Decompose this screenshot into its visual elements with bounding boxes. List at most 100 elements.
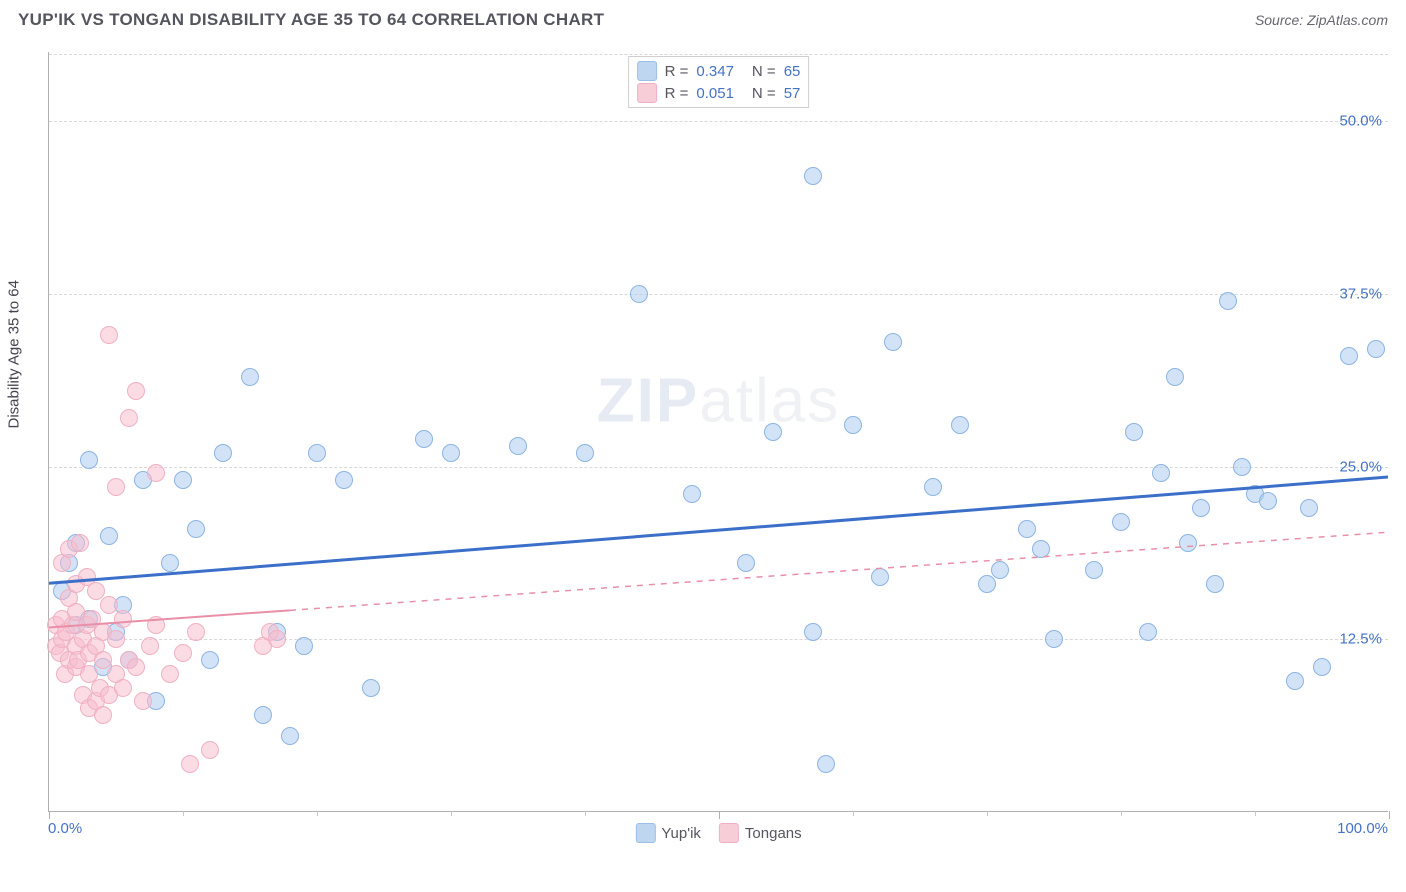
- data-point: [1192, 499, 1210, 517]
- data-point: [737, 554, 755, 572]
- gridline: [49, 294, 1388, 295]
- legend-n-label: N =: [752, 63, 776, 80]
- data-point: [576, 444, 594, 462]
- x-tick-major: [1389, 811, 1390, 819]
- legend-r-value: 0.347: [696, 63, 734, 80]
- series-name: Tongans: [745, 825, 802, 842]
- data-point: [871, 568, 889, 586]
- y-tick-label: 37.5%: [1339, 285, 1382, 302]
- gridline: [49, 121, 1388, 122]
- data-point: [978, 575, 996, 593]
- data-point: [1300, 499, 1318, 517]
- x-tick-minor: [987, 811, 988, 816]
- data-point: [201, 651, 219, 669]
- data-point: [141, 637, 159, 655]
- data-point: [127, 658, 145, 676]
- data-point: [924, 478, 942, 496]
- data-point: [187, 520, 205, 538]
- correlation-legend: R = 0.347 N = 65 R = 0.051 N = 57: [628, 56, 810, 108]
- data-point: [804, 167, 822, 185]
- chart-plot-area: ZIPatlas R =0.347N =65R =0.051N =57 Yup'…: [48, 52, 1388, 812]
- x-axis-min-label: 0.0%: [48, 820, 82, 837]
- data-point: [214, 444, 232, 462]
- data-point: [254, 706, 272, 724]
- data-point: [817, 755, 835, 773]
- data-point: [1112, 513, 1130, 531]
- data-point: [268, 630, 286, 648]
- legend-r-value: 0.051: [696, 85, 734, 102]
- y-tick-label: 25.0%: [1339, 458, 1382, 475]
- data-point: [1032, 540, 1050, 558]
- x-tick-minor: [1121, 811, 1122, 816]
- data-point: [1367, 340, 1385, 358]
- x-tick-minor: [1255, 811, 1256, 816]
- data-point: [844, 416, 862, 434]
- legend-r-label: R =: [665, 85, 689, 102]
- data-point: [187, 623, 205, 641]
- data-point: [114, 610, 132, 628]
- data-point: [201, 741, 219, 759]
- trend-lines: [49, 52, 1388, 811]
- source-prefix: Source:: [1255, 12, 1307, 28]
- chart-title: YUP'IK VS TONGAN DISABILITY AGE 35 TO 64…: [18, 10, 604, 30]
- gridline: [49, 639, 1388, 640]
- data-point: [1166, 368, 1184, 386]
- legend-swatch: [635, 823, 655, 843]
- series-name: Yup'ik: [661, 825, 701, 842]
- x-tick-minor: [585, 811, 586, 816]
- data-point: [1018, 520, 1036, 538]
- data-point: [1125, 423, 1143, 441]
- x-tick-major: [719, 811, 720, 819]
- data-point: [147, 464, 165, 482]
- source-label: Source: ZipAtlas.com: [1255, 12, 1388, 28]
- legend-r-label: R =: [665, 63, 689, 80]
- series-legend: Yup'ik Tongans: [635, 823, 801, 843]
- data-point: [884, 333, 902, 351]
- data-point: [630, 285, 648, 303]
- data-point: [94, 706, 112, 724]
- data-point: [951, 416, 969, 434]
- data-point: [764, 423, 782, 441]
- data-point: [1152, 464, 1170, 482]
- data-point: [1179, 534, 1197, 552]
- legend-n-value: 65: [784, 63, 801, 80]
- source-name: ZipAtlas.com: [1307, 12, 1388, 28]
- data-point: [1045, 630, 1063, 648]
- y-tick-label: 12.5%: [1339, 631, 1382, 648]
- x-tick-minor: [317, 811, 318, 816]
- data-point: [1206, 575, 1224, 593]
- data-point: [181, 755, 199, 773]
- legend-swatch: [719, 823, 739, 843]
- data-point: [174, 644, 192, 662]
- data-point: [147, 616, 165, 634]
- legend-row: R = 0.051 N = 57: [637, 83, 801, 103]
- data-point: [174, 471, 192, 489]
- legend-n-value: 57: [784, 85, 801, 102]
- data-point: [100, 326, 118, 344]
- data-point: [161, 665, 179, 683]
- gridline: [49, 54, 1388, 55]
- data-point: [114, 679, 132, 697]
- data-point: [281, 727, 299, 745]
- series-legend-item: Yup'ik: [635, 823, 701, 843]
- data-point: [362, 679, 380, 697]
- data-point: [134, 692, 152, 710]
- y-axis-title: Disability Age 35 to 64: [6, 280, 23, 428]
- data-point: [1259, 492, 1277, 510]
- data-point: [991, 561, 1009, 579]
- gridline: [49, 467, 1388, 468]
- legend-n-label: N =: [752, 85, 776, 102]
- data-point: [442, 444, 460, 462]
- data-point: [1085, 561, 1103, 579]
- legend-row: R = 0.347 N = 65: [637, 61, 801, 81]
- data-point: [71, 534, 89, 552]
- data-point: [335, 471, 353, 489]
- data-point: [1219, 292, 1237, 310]
- series-legend-item: Tongans: [719, 823, 802, 843]
- x-tick-major: [49, 811, 50, 819]
- data-point: [295, 637, 313, 655]
- data-point: [107, 630, 125, 648]
- data-point: [120, 409, 138, 427]
- data-point: [1139, 623, 1157, 641]
- data-point: [308, 444, 326, 462]
